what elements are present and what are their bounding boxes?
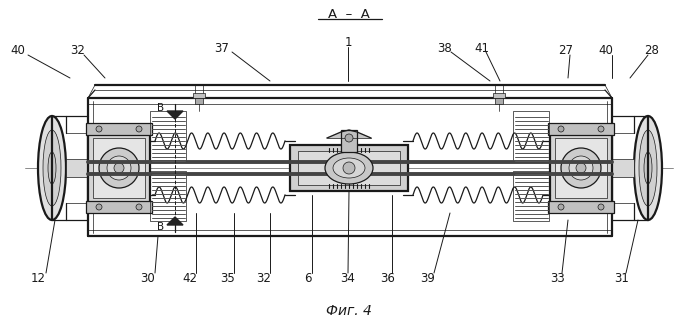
Bar <box>550 133 612 203</box>
Circle shape <box>345 134 353 142</box>
Text: 38: 38 <box>438 42 452 55</box>
Bar <box>195 98 203 104</box>
Circle shape <box>598 126 604 132</box>
Ellipse shape <box>114 163 124 173</box>
Bar <box>88 133 150 203</box>
Text: 1: 1 <box>344 37 352 50</box>
Circle shape <box>598 204 604 210</box>
Ellipse shape <box>634 116 662 220</box>
Circle shape <box>558 204 564 210</box>
Text: 32: 32 <box>257 271 272 284</box>
Bar <box>86 201 152 213</box>
Circle shape <box>96 126 102 132</box>
Ellipse shape <box>99 148 139 188</box>
Bar <box>150 171 186 221</box>
Text: 34: 34 <box>341 271 355 284</box>
Text: 32: 32 <box>70 45 85 58</box>
Ellipse shape <box>576 163 586 173</box>
Text: B: B <box>158 103 165 113</box>
Bar <box>548 201 614 213</box>
Text: 27: 27 <box>558 45 574 58</box>
Bar <box>513 111 549 161</box>
Bar <box>548 123 614 135</box>
Bar <box>555 138 607 198</box>
Text: 33: 33 <box>551 271 565 284</box>
Text: 39: 39 <box>421 271 436 284</box>
Bar <box>66 159 88 177</box>
Text: 35: 35 <box>221 271 235 284</box>
Text: 41: 41 <box>475 42 489 55</box>
Text: А  –  А: А – А <box>328 8 370 21</box>
Circle shape <box>136 204 142 210</box>
Circle shape <box>558 126 564 132</box>
Bar <box>612 159 634 177</box>
Bar <box>93 138 145 198</box>
Bar <box>513 171 549 221</box>
Text: Фиг. 4: Фиг. 4 <box>326 304 372 318</box>
Ellipse shape <box>639 130 657 206</box>
Text: 40: 40 <box>10 45 25 58</box>
Bar <box>86 123 152 135</box>
Ellipse shape <box>38 116 66 220</box>
Text: 28: 28 <box>644 45 660 58</box>
Ellipse shape <box>43 130 61 206</box>
Bar <box>341 130 357 152</box>
Text: 37: 37 <box>214 42 230 55</box>
Ellipse shape <box>107 156 131 180</box>
Text: 40: 40 <box>599 45 614 58</box>
Ellipse shape <box>343 162 355 174</box>
Circle shape <box>136 126 142 132</box>
Polygon shape <box>327 130 371 138</box>
Text: 12: 12 <box>31 271 45 284</box>
Ellipse shape <box>333 158 365 178</box>
Ellipse shape <box>325 152 373 184</box>
Bar <box>298 151 400 185</box>
Polygon shape <box>167 111 183 119</box>
Circle shape <box>96 204 102 210</box>
Ellipse shape <box>561 148 601 188</box>
Text: 31: 31 <box>614 271 630 284</box>
Text: 30: 30 <box>140 271 156 284</box>
Bar <box>193 93 205 98</box>
Bar <box>495 98 503 104</box>
Text: 42: 42 <box>182 271 198 284</box>
Polygon shape <box>167 217 183 225</box>
Ellipse shape <box>569 156 593 180</box>
Bar <box>150 111 186 161</box>
Text: 36: 36 <box>380 271 396 284</box>
Ellipse shape <box>48 152 56 184</box>
Bar <box>290 145 408 191</box>
Bar <box>493 93 505 98</box>
Ellipse shape <box>644 152 652 184</box>
Text: 6: 6 <box>304 271 312 284</box>
Text: B: B <box>158 222 165 232</box>
